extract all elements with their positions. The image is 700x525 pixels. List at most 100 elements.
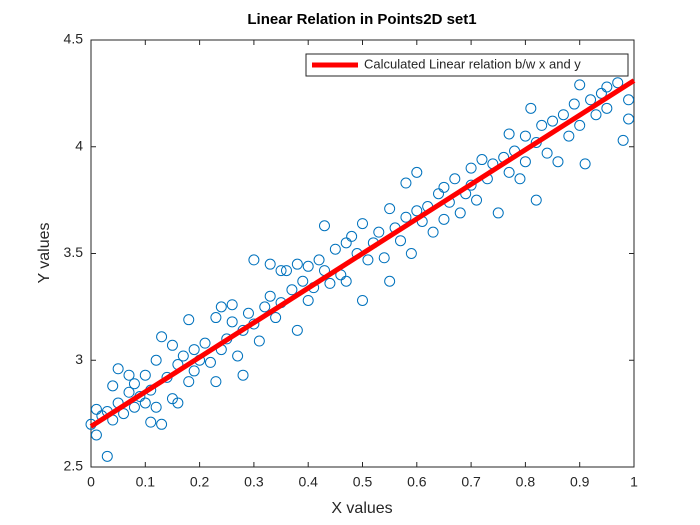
data-point bbox=[188, 365, 200, 377]
data-point bbox=[568, 98, 580, 110]
data-point bbox=[340, 237, 352, 249]
data-point bbox=[357, 218, 368, 230]
data-point bbox=[384, 275, 396, 287]
fit-line bbox=[89, 78, 636, 429]
data-point bbox=[318, 220, 330, 232]
data-point bbox=[329, 243, 341, 255]
data-point bbox=[492, 207, 504, 219]
data-point bbox=[128, 378, 140, 390]
data-point bbox=[590, 109, 602, 121]
data-point bbox=[623, 113, 635, 125]
x-tick-label: 0.9 bbox=[570, 474, 590, 490]
data-point bbox=[280, 265, 292, 277]
data-point bbox=[275, 265, 287, 277]
y-tick-label: 4 bbox=[75, 137, 83, 153]
data-point bbox=[503, 128, 515, 140]
chart-title: Linear Relation in Points2D set1 bbox=[247, 11, 476, 28]
data-point bbox=[291, 258, 303, 270]
data-point bbox=[166, 339, 178, 351]
data-point bbox=[340, 275, 352, 287]
data-point bbox=[471, 194, 483, 206]
data-point bbox=[128, 401, 140, 413]
data-point bbox=[264, 258, 276, 270]
data-point bbox=[574, 79, 586, 91]
data-point bbox=[139, 397, 151, 409]
data-point bbox=[145, 416, 157, 428]
data-point bbox=[400, 177, 412, 189]
x-axis-label: X values bbox=[331, 500, 392, 517]
data-point bbox=[101, 450, 113, 462]
data-point bbox=[107, 380, 119, 392]
data-point bbox=[313, 254, 325, 266]
data-point bbox=[536, 119, 548, 131]
y-tick-label: 3 bbox=[75, 351, 83, 367]
data-point bbox=[302, 260, 314, 272]
data-point bbox=[400, 211, 412, 223]
x-tick-label: 0.6 bbox=[407, 474, 427, 490]
data-point bbox=[291, 324, 303, 336]
data-point bbox=[237, 369, 249, 381]
data-point bbox=[324, 277, 336, 289]
data-point bbox=[210, 376, 222, 388]
data-point bbox=[530, 194, 542, 206]
data-point bbox=[579, 158, 591, 170]
data-point bbox=[503, 166, 515, 178]
data-point bbox=[438, 213, 450, 225]
x-tick-label: 0.7 bbox=[461, 474, 481, 490]
data-point bbox=[183, 376, 195, 388]
data-point bbox=[362, 254, 374, 266]
data-point bbox=[264, 290, 276, 302]
data-point bbox=[297, 275, 309, 287]
data-point bbox=[253, 335, 265, 347]
data-point bbox=[270, 312, 282, 324]
data-point bbox=[215, 301, 227, 313]
y-axis-label: Y values bbox=[36, 222, 53, 283]
data-point bbox=[150, 401, 162, 413]
data-point bbox=[623, 94, 635, 106]
data-point bbox=[476, 154, 488, 166]
data-point bbox=[552, 156, 564, 168]
data-point bbox=[123, 386, 135, 398]
data-point bbox=[519, 156, 531, 168]
data-point bbox=[226, 299, 238, 311]
data-point bbox=[226, 316, 238, 328]
data-point bbox=[177, 350, 189, 362]
data-point bbox=[90, 403, 102, 415]
y-tick-label: 4.5 bbox=[64, 31, 84, 47]
data-point bbox=[411, 166, 423, 178]
data-point bbox=[232, 350, 244, 362]
data-point bbox=[454, 207, 466, 219]
x-tick-label: 0.2 bbox=[190, 474, 210, 490]
data-point bbox=[547, 115, 559, 127]
data-point bbox=[574, 119, 586, 131]
data-point bbox=[519, 130, 531, 142]
data-point bbox=[438, 181, 450, 193]
data-point bbox=[188, 344, 200, 356]
data-point bbox=[183, 314, 195, 326]
data-point bbox=[427, 226, 439, 238]
data-point bbox=[405, 248, 417, 259]
data-point bbox=[242, 307, 254, 319]
data-point bbox=[585, 94, 597, 106]
y-tick-label: 3.5 bbox=[64, 244, 84, 260]
x-tick-label: 1 bbox=[630, 474, 638, 490]
data-point bbox=[199, 337, 211, 349]
data-point bbox=[612, 77, 624, 89]
data-point bbox=[378, 252, 390, 264]
x-tick-label: 0 bbox=[87, 474, 95, 490]
data-point bbox=[210, 312, 222, 324]
data-point bbox=[541, 147, 553, 159]
x-tick-label: 0.3 bbox=[244, 474, 264, 490]
data-point bbox=[156, 331, 168, 343]
data-point bbox=[156, 418, 168, 430]
x-tick-label: 0.8 bbox=[516, 474, 536, 490]
data-point bbox=[112, 363, 124, 375]
x-tick-label: 0.5 bbox=[353, 474, 373, 490]
y-tick-label: 2.5 bbox=[64, 458, 84, 474]
data-point bbox=[172, 397, 184, 409]
x-tick-label: 0.4 bbox=[298, 474, 318, 490]
data-point bbox=[259, 301, 271, 313]
data-point bbox=[373, 226, 385, 238]
data-point bbox=[286, 284, 298, 296]
